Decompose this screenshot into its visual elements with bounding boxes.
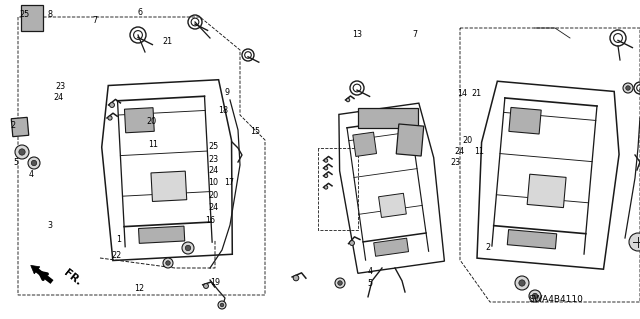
- Text: 22: 22: [111, 251, 122, 260]
- Circle shape: [220, 303, 224, 307]
- Polygon shape: [151, 171, 187, 202]
- Text: 17: 17: [224, 178, 234, 187]
- Polygon shape: [396, 124, 424, 156]
- Circle shape: [324, 186, 328, 189]
- Polygon shape: [508, 230, 557, 249]
- Text: 20: 20: [462, 136, 472, 145]
- Text: 2: 2: [485, 243, 490, 252]
- Circle shape: [515, 276, 529, 290]
- Polygon shape: [21, 5, 43, 31]
- Circle shape: [28, 157, 40, 169]
- Circle shape: [519, 280, 525, 286]
- Text: 21: 21: [163, 37, 173, 46]
- Polygon shape: [124, 108, 154, 133]
- Text: 24: 24: [208, 203, 218, 212]
- Circle shape: [218, 301, 226, 309]
- Circle shape: [324, 159, 328, 162]
- Circle shape: [626, 86, 630, 90]
- Text: 24: 24: [208, 166, 218, 175]
- Circle shape: [108, 116, 112, 120]
- Text: 11: 11: [474, 147, 484, 156]
- Circle shape: [346, 98, 349, 102]
- Circle shape: [15, 145, 29, 159]
- Text: 13: 13: [352, 30, 362, 39]
- Circle shape: [186, 245, 191, 251]
- Text: 5: 5: [367, 279, 372, 288]
- Text: 11: 11: [148, 140, 159, 149]
- Text: FR.: FR.: [62, 268, 83, 288]
- Polygon shape: [379, 193, 406, 218]
- Polygon shape: [374, 238, 408, 256]
- Text: 14: 14: [457, 89, 467, 98]
- Text: 24: 24: [454, 147, 465, 156]
- Text: 4: 4: [28, 170, 33, 179]
- Circle shape: [623, 83, 633, 93]
- Text: 3: 3: [47, 221, 52, 230]
- Circle shape: [31, 160, 36, 166]
- Text: 24: 24: [54, 93, 64, 102]
- Circle shape: [19, 149, 25, 155]
- Circle shape: [204, 284, 209, 288]
- Text: 1: 1: [116, 235, 121, 244]
- Text: 5: 5: [13, 158, 19, 167]
- Text: 10: 10: [208, 178, 218, 187]
- Circle shape: [349, 241, 355, 245]
- Text: 25: 25: [208, 142, 218, 151]
- Text: 23: 23: [56, 82, 66, 91]
- Polygon shape: [527, 174, 566, 208]
- Text: SWA4B4110: SWA4B4110: [528, 295, 583, 304]
- Polygon shape: [138, 226, 185, 243]
- Text: 21: 21: [472, 89, 482, 98]
- Polygon shape: [509, 108, 541, 134]
- Circle shape: [529, 290, 541, 302]
- Circle shape: [293, 275, 299, 281]
- Text: 2: 2: [10, 121, 15, 130]
- Polygon shape: [31, 265, 40, 274]
- Text: 20: 20: [147, 117, 157, 126]
- Text: 9: 9: [225, 88, 230, 97]
- Text: 16: 16: [205, 216, 215, 225]
- Text: 7: 7: [412, 30, 417, 39]
- Circle shape: [166, 261, 170, 265]
- Text: 19: 19: [210, 278, 220, 287]
- Circle shape: [324, 174, 328, 178]
- Polygon shape: [12, 117, 29, 137]
- Text: 12: 12: [134, 284, 145, 293]
- Circle shape: [324, 167, 328, 170]
- Text: 4: 4: [367, 267, 372, 276]
- Circle shape: [629, 233, 640, 251]
- Text: 18: 18: [218, 106, 228, 115]
- Text: 8: 8: [47, 10, 52, 19]
- Text: 15: 15: [250, 127, 260, 136]
- Circle shape: [335, 278, 345, 288]
- Text: 20: 20: [208, 191, 218, 200]
- Circle shape: [182, 242, 194, 254]
- Polygon shape: [353, 132, 376, 156]
- Circle shape: [109, 102, 115, 108]
- Text: 25: 25: [19, 10, 29, 19]
- Text: 6: 6: [137, 8, 142, 17]
- Text: 23: 23: [208, 155, 218, 164]
- Polygon shape: [358, 108, 418, 128]
- Circle shape: [338, 281, 342, 285]
- Text: 7: 7: [92, 16, 97, 25]
- Circle shape: [532, 293, 538, 299]
- Text: 23: 23: [451, 158, 461, 167]
- Circle shape: [163, 258, 173, 268]
